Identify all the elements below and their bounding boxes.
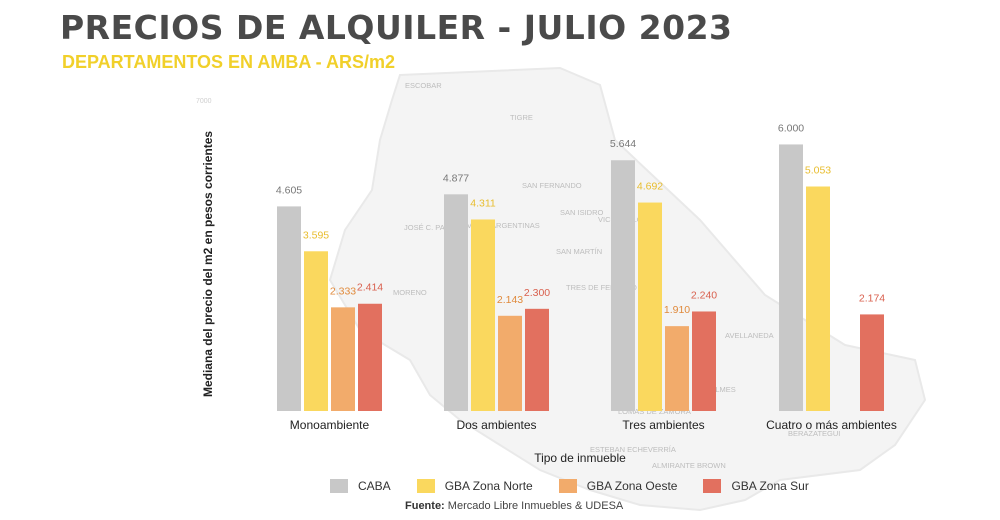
bar-dos-ambientes-gba-zona-norte <box>471 219 495 411</box>
legend-swatch-zona-norte <box>416 479 435 493</box>
legend-item-zona-oeste: GBA Zona Oeste <box>558 479 678 493</box>
legend-label-zona-norte: GBA Zona Norte <box>444 479 533 493</box>
legend-swatch-zona-oeste <box>558 479 577 493</box>
bar-monoambiente-caba <box>277 206 301 411</box>
legend-item-zona-sur: GBA Zona Sur <box>703 479 809 493</box>
legend-item-zona-norte: GBA Zona Norte <box>416 479 533 493</box>
bar-monoambiente-gba-zona-norte <box>304 251 328 411</box>
legend: CABA GBA Zona Norte GBA Zona Oeste GBA Z… <box>330 477 809 495</box>
page-title: PRECIOS DE ALQUILER - JULIO 2023 <box>60 8 733 47</box>
map-label-tres-de-febrero: TRES DE FEBRERO <box>566 283 637 292</box>
data-label-tres-ambientes-caba: 5.644 <box>610 138 636 150</box>
legend-label-zona-sur: GBA Zona Sur <box>731 479 809 493</box>
source-label: Fuente: <box>405 500 445 512</box>
map-label-escobar: ESCOBAR <box>405 81 442 90</box>
data-label-tres-ambientes-gba-zona-oeste: 1.910 <box>664 304 690 316</box>
y-top-tick-label: 7000 <box>196 98 212 105</box>
map-label-avellaneda: AVELLANEDA <box>725 331 774 340</box>
x-tick-label-monoambiente: Monoambiente <box>290 418 370 432</box>
x-tick-label-cuatro-o-mas-ambientes: Cuatro o más ambientes <box>766 418 897 432</box>
source-text: Mercado Libre Inmuebles & UDESA <box>447 500 624 512</box>
map-label-moreno: MORENO <box>393 288 427 297</box>
legend-item-caba: CABA <box>330 479 391 493</box>
data-label-monoambiente-gba-zona-sur: 2.414 <box>357 282 383 294</box>
bar-monoambiente-gba-zona-sur <box>358 303 382 411</box>
data-label-tres-ambientes-gba-zona-sur: 2.240 <box>691 289 717 301</box>
map-label-jose-c-paz: JOSÉ C. PAZ <box>404 223 450 232</box>
legend-label-zona-oeste: GBA Zona Oeste <box>586 479 678 493</box>
data-label-monoambiente-caba: 4.605 <box>276 184 302 196</box>
data-label-monoambiente-gba-zona-oeste: 2.333 <box>330 285 356 297</box>
bar-tres-ambientes-gba-zona-sur <box>692 311 716 411</box>
x-axis-label: Tipo de inmueble <box>534 451 626 465</box>
bar-monoambiente-gba-zona-oeste <box>331 307 355 411</box>
map-label-malvinas-argentinas: MALVINAS ARGENTINAS <box>452 221 540 230</box>
source-note: Fuente: Mercado Libre Inmuebles & UDESA <box>405 500 623 512</box>
data-label-cuatro-o-mas-ambientes-gba-zona-sur: 2.174 <box>859 292 885 304</box>
map-label-berazategui: BERAZATEGUI <box>788 429 840 438</box>
data-label-tres-ambientes-gba-zona-norte: 4.692 <box>637 181 663 193</box>
bar-cuatro-o-mas-ambientes-gba-zona-sur <box>860 314 884 411</box>
bar-cuatro-o-mas-ambientes-caba <box>779 144 803 411</box>
x-tick-label-dos-ambientes: Dos ambientes <box>456 418 536 432</box>
data-label-dos-ambientes-gba-zona-sur: 2.300 <box>524 287 550 299</box>
map-label-quilmes: QUILMES <box>702 385 736 394</box>
data-label-monoambiente-gba-zona-norte: 3.595 <box>303 229 329 241</box>
map-label-san-isidro: SAN ISIDRO <box>560 208 604 217</box>
bar-dos-ambientes-gba-zona-sur <box>525 308 549 411</box>
map-label-almirante-brown: ALMIRANTE BROWN <box>652 461 726 470</box>
bar-dos-ambientes-caba <box>444 194 468 411</box>
y-axis-label: Mediana del precio del m2 en pesos corri… <box>201 131 215 397</box>
page-subtitle: DEPARTAMENTOS EN AMBA - ARS/m2 <box>62 52 396 72</box>
bar-cuatro-o-mas-ambientes-gba-zona-norte <box>806 186 830 411</box>
map-label-san-fernando: SAN FERNANDO <box>522 181 582 190</box>
data-label-dos-ambientes-caba: 4.877 <box>443 172 469 184</box>
map-label-tigre: TIGRE <box>510 113 533 122</box>
map-label-san-martin: SAN MARTÍN <box>556 247 602 256</box>
legend-swatch-zona-sur <box>703 479 722 493</box>
bar-tres-ambientes-caba <box>611 160 635 411</box>
map-label-esteban-echeverria: ESTEBAN ECHEVERRÍA <box>590 445 676 454</box>
x-tick-label-tres-ambientes: Tres ambientes <box>622 418 704 432</box>
data-label-cuatro-o-mas-ambientes-caba: 6.000 <box>778 122 804 134</box>
bar-tres-ambientes-gba-zona-norte <box>638 202 662 411</box>
map-label-lomas-de-zamora: LOMAS DE ZAMORA <box>618 407 691 416</box>
data-label-dos-ambientes-gba-zona-oeste: 2.143 <box>497 294 523 306</box>
legend-swatch-caba <box>330 479 348 493</box>
data-label-cuatro-o-mas-ambientes-gba-zona-norte: 5.053 <box>805 165 831 177</box>
bar-dos-ambientes-gba-zona-oeste <box>498 315 522 411</box>
bar-tres-ambientes-gba-zona-oeste <box>665 326 689 411</box>
data-label-dos-ambientes-gba-zona-norte: 4.311 <box>470 197 496 209</box>
legend-label-caba: CABA <box>358 479 391 493</box>
